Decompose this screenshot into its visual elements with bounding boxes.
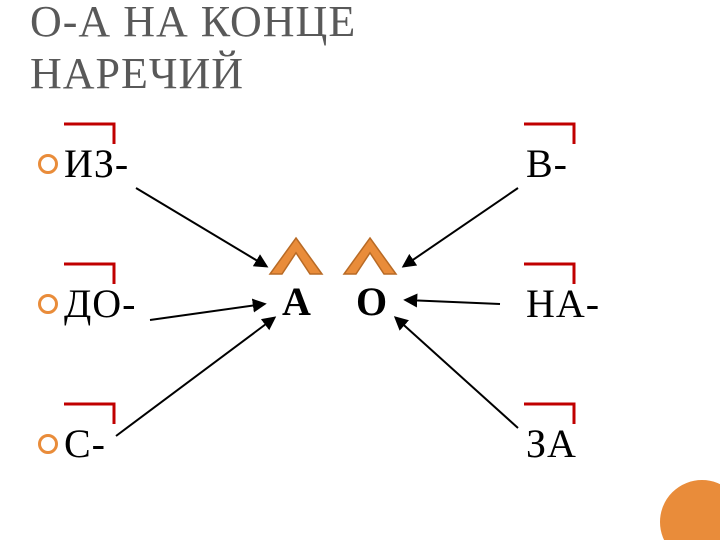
arrow-3 — [404, 188, 518, 266]
chevron-up-icon — [268, 236, 324, 276]
center-letter-a: А — [282, 278, 311, 325]
prefix-marker-icon — [62, 122, 116, 146]
center-letter-o: О — [356, 278, 387, 325]
arrow-0 — [136, 188, 266, 266]
left-prefix-2: С- — [38, 420, 106, 467]
prefix-label: ЗА — [526, 420, 577, 467]
bullet-icon — [38, 294, 58, 314]
right-prefix-0: В- — [500, 140, 568, 187]
arrow-5 — [396, 318, 518, 428]
decorative-corner-circle — [656, 476, 720, 540]
prefix-marker-icon — [522, 402, 576, 426]
bullet-icon — [38, 154, 58, 174]
right-prefix-2: ЗА — [500, 420, 577, 467]
prefix-label: ДО- — [64, 280, 137, 327]
chevron-up-icon — [342, 236, 398, 276]
left-prefix-0: ИЗ- — [38, 140, 129, 187]
arrow-1 — [150, 304, 264, 320]
prefix-label: С- — [64, 420, 106, 467]
right-prefix-1: НА- — [500, 280, 600, 327]
title-line-2: НАРЕЧИЙ — [30, 48, 244, 99]
prefix-marker-icon — [62, 402, 116, 426]
diagram-canvas: О-А НА КОНЦЕНАРЕЧИЙ ИЗ- ДО- С- В- НА- ЗА АО — [0, 0, 720, 540]
title-line-1: О-А НА КОНЦЕ — [30, 0, 356, 47]
prefix-marker-icon — [522, 262, 576, 286]
left-prefix-1: ДО- — [38, 280, 137, 327]
bullet-icon — [38, 434, 58, 454]
arrow-2 — [116, 318, 274, 436]
prefix-marker-icon — [62, 262, 116, 286]
prefix-label: В- — [526, 140, 568, 187]
prefix-label: НА- — [526, 280, 600, 327]
arrow-4 — [406, 300, 500, 304]
prefix-label: ИЗ- — [64, 140, 129, 187]
prefix-marker-icon — [522, 122, 576, 146]
